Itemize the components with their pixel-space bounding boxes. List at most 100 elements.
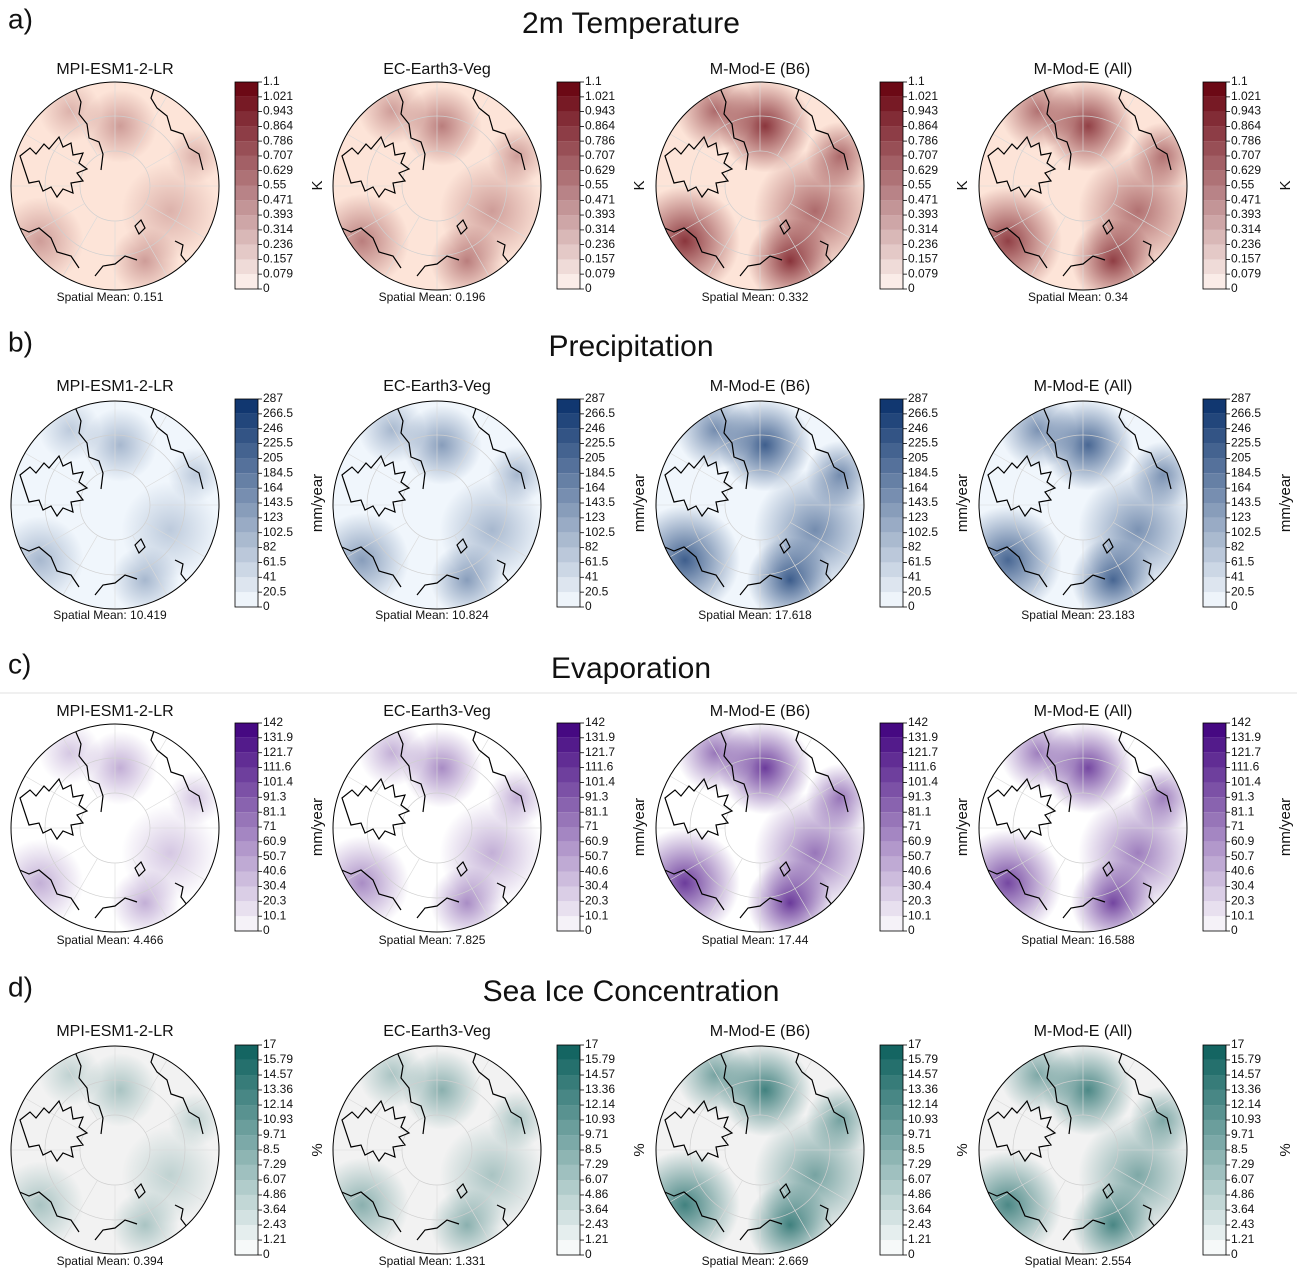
field-blob xyxy=(39,399,101,461)
colorbar-step xyxy=(235,916,258,931)
mean-label: Spatial Mean: xyxy=(53,608,126,622)
colorbar-step xyxy=(235,533,258,548)
colorbar-tick-label: 20.3 xyxy=(585,893,609,907)
colorbar-step xyxy=(1203,592,1226,607)
field-blob xyxy=(488,446,547,505)
colorbar-step xyxy=(235,503,258,518)
colorbar-step xyxy=(557,1150,580,1165)
field-blob xyxy=(954,187,1062,295)
colorbar-tick-label: 287 xyxy=(908,391,928,405)
colorbar-tick-label: 184.5 xyxy=(263,465,293,479)
colorbar-tick-label: 6.07 xyxy=(1231,1172,1255,1186)
panel-label: c) xyxy=(8,648,31,679)
colorbar-step xyxy=(880,797,903,812)
colorbar-tick-label: 30.4 xyxy=(1231,879,1255,893)
colorbar-tick-label: 50.7 xyxy=(585,849,609,863)
model-name: EC-Earth3-Veg xyxy=(383,378,491,395)
colorbar-step xyxy=(557,429,580,444)
colorbar-tick-label: 0.236 xyxy=(1231,237,1261,251)
colorbar-tick-label: 0.629 xyxy=(263,163,293,177)
colorbar-step xyxy=(1203,473,1226,488)
colorbar-step xyxy=(880,842,903,857)
colorbar-step xyxy=(557,723,580,738)
colorbar-tick-label: 12.14 xyxy=(263,1097,293,1111)
colorbar-tick-label: 143.5 xyxy=(1231,495,1261,509)
colorbar-step xyxy=(235,723,258,738)
colorbar-step xyxy=(235,399,258,414)
colorbar-tick-label: 91.3 xyxy=(1231,789,1255,803)
colorbar-step xyxy=(235,1105,258,1120)
mean-value: 0.34 xyxy=(1105,290,1129,304)
colorbar-tick-label: 101.4 xyxy=(908,775,938,789)
colorbar-tick-label: 20.5 xyxy=(908,584,932,598)
colorbar-tick-label: 20.3 xyxy=(263,893,287,907)
colorbar-tick-label: 82 xyxy=(1231,540,1245,554)
field-blob xyxy=(358,396,425,463)
colorbar-tick-label: 164 xyxy=(263,480,283,494)
colorbar-tick-label: 101.4 xyxy=(263,775,293,789)
colorbar-step xyxy=(880,245,903,260)
colorbar-tick-label: 20.3 xyxy=(908,893,932,907)
colorbar-step xyxy=(1203,429,1226,444)
colorbar-unit: % xyxy=(309,1143,326,1156)
colorbar-step xyxy=(1203,458,1226,473)
map xyxy=(0,722,222,937)
colorbar-tick-label: 121.7 xyxy=(585,745,615,759)
colorbar-tick-label: 1.1 xyxy=(263,74,280,88)
colorbar-step xyxy=(557,171,580,186)
colorbar-step xyxy=(880,1105,903,1120)
colorbar-tick-label: 81.1 xyxy=(1231,804,1255,818)
colorbar-unit: mm/year xyxy=(954,798,971,856)
colorbar-step xyxy=(235,473,258,488)
spatial-mean: Spatial Mean: 0.332 xyxy=(702,290,809,304)
colorbar-tick-label: 8.5 xyxy=(908,1142,925,1156)
colorbar-step xyxy=(235,458,258,473)
colorbar-step xyxy=(1203,901,1226,916)
mean-label: Spatial Mean: xyxy=(57,933,130,947)
colorbar-tick-label: 60.9 xyxy=(263,834,287,848)
mean-label: Spatial Mean: xyxy=(698,608,771,622)
colorbar-tick-label: 0 xyxy=(585,599,592,613)
colorbar-step xyxy=(1203,548,1226,563)
colorbar-step xyxy=(1203,230,1226,245)
colorbar-tick-label: 0 xyxy=(263,599,270,613)
colorbar-step xyxy=(880,1150,903,1165)
colorbar-step xyxy=(557,1090,580,1105)
colorbar-tick-label: 0 xyxy=(908,281,915,295)
colorbar-tick-label: 131.9 xyxy=(263,730,293,744)
colorbar-tick-label: 50.7 xyxy=(1231,849,1255,863)
colorbar-step xyxy=(880,592,903,607)
colorbar-step xyxy=(1203,533,1226,548)
colorbar-step xyxy=(880,782,903,797)
colorbar-tick-label: 102.5 xyxy=(263,525,293,539)
colorbar-step xyxy=(235,112,258,127)
colorbar-tick-label: 0.157 xyxy=(908,252,938,266)
colorbar-step xyxy=(557,1210,580,1225)
colorbar-step xyxy=(557,1135,580,1150)
colorbar-tick-label: 0.943 xyxy=(1231,104,1261,118)
colorbar-step xyxy=(880,1090,903,1105)
colorbar-step xyxy=(880,872,903,887)
colorbar-tick-label: 266.5 xyxy=(263,406,293,420)
spatial-mean: Spatial Mean: 16.588 xyxy=(1021,933,1135,947)
colorbar-step xyxy=(557,872,580,887)
colorbar-step xyxy=(557,97,580,112)
colorbar-tick-label: 0.471 xyxy=(263,193,293,207)
map xyxy=(954,715,1198,945)
mean-label: Spatial Mean: xyxy=(702,1254,775,1268)
colorbar-tick-label: 10.1 xyxy=(1231,908,1255,922)
colorbar-tick-label: 3.64 xyxy=(908,1202,932,1216)
colorbar-unit: mm/year xyxy=(1277,474,1294,532)
colorbar-tick-label: 15.79 xyxy=(263,1052,293,1066)
colorbar-step xyxy=(1203,503,1226,518)
colorbar-tick-label: 184.5 xyxy=(908,465,938,479)
colorbar-step xyxy=(557,827,580,842)
colorbar-step xyxy=(880,723,903,738)
colorbar-tick-label: 14.57 xyxy=(908,1067,938,1081)
colorbar-step xyxy=(1203,488,1226,503)
field-blob xyxy=(488,769,547,828)
spatial-mean: Spatial Mean: 4.466 xyxy=(57,933,164,947)
colorbar-step xyxy=(557,1195,580,1210)
colorbar-step xyxy=(235,444,258,459)
colorbar-tick-label: 40.6 xyxy=(585,864,609,878)
